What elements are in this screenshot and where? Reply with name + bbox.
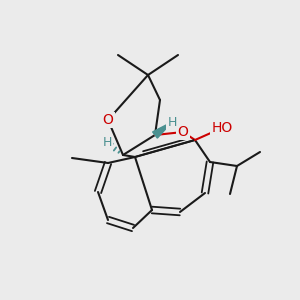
Polygon shape xyxy=(153,122,172,138)
Text: H: H xyxy=(167,116,177,128)
Text: O: O xyxy=(178,125,188,139)
Text: O: O xyxy=(103,113,113,127)
Text: HO: HO xyxy=(212,121,233,135)
Text: H: H xyxy=(102,136,112,149)
